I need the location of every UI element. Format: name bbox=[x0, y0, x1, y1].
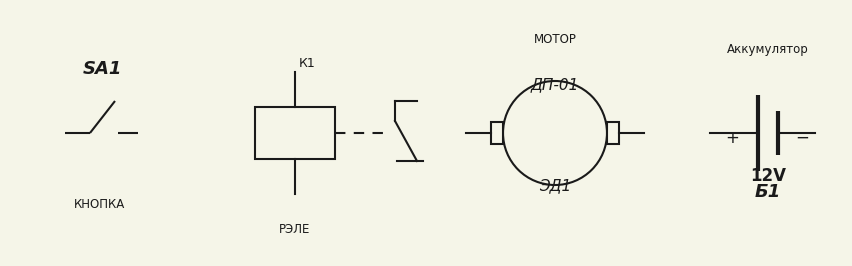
Text: Аккумулятор: Аккумулятор bbox=[726, 43, 808, 56]
Bar bbox=[255, 107, 335, 159]
Text: РЭЛЕ: РЭЛЕ bbox=[279, 223, 310, 236]
Bar bbox=[491, 122, 503, 144]
Text: +: + bbox=[724, 129, 738, 147]
Text: Б1: Б1 bbox=[754, 183, 780, 201]
Text: К1: К1 bbox=[299, 57, 315, 70]
Text: МОТОР: МОТОР bbox=[533, 33, 576, 46]
Text: ДП-01: ДП-01 bbox=[530, 77, 579, 92]
Bar bbox=[607, 122, 619, 144]
Text: ЭД1: ЭД1 bbox=[538, 178, 571, 193]
Text: КНОПКА: КНОПКА bbox=[74, 198, 125, 211]
Text: SA1: SA1 bbox=[82, 60, 122, 78]
Text: −: − bbox=[794, 129, 808, 147]
Text: 12V: 12V bbox=[749, 167, 785, 185]
